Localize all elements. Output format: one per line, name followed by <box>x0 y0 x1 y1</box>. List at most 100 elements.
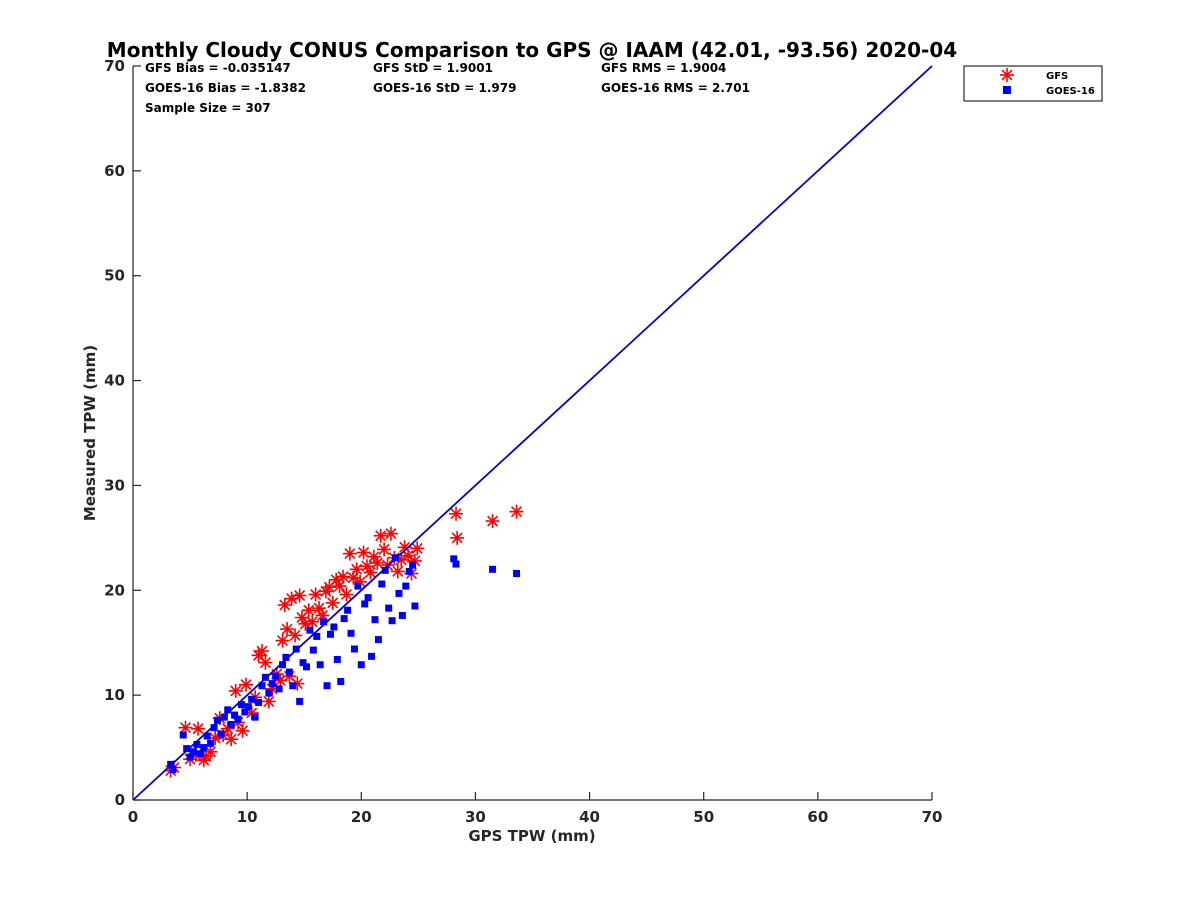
goes16-point <box>272 672 280 680</box>
goes16-point <box>320 618 328 626</box>
goes16-point <box>303 663 310 671</box>
gfs-point <box>450 530 465 545</box>
gfs-point <box>485 514 500 529</box>
goes16-point <box>169 766 177 774</box>
goes16-point <box>234 715 242 723</box>
legend-gfs-marker <box>1000 68 1014 82</box>
x-tick-label: 70 <box>922 808 943 826</box>
goes16-point <box>299 659 307 667</box>
goes16-point <box>361 600 369 608</box>
goes16-point <box>183 745 191 753</box>
goes16-point <box>309 646 317 654</box>
goes16-point <box>381 566 389 574</box>
x-tick-label: 0 <box>128 808 138 826</box>
gfs-point <box>301 603 316 618</box>
gfs-point <box>239 677 253 692</box>
x-tick-label: 30 <box>465 808 486 826</box>
gfs-point <box>288 628 303 643</box>
goes16-point <box>265 689 273 697</box>
goes16-point <box>279 661 287 669</box>
goes-std-stat: GOES-16 StD = 1.979 <box>373 81 516 95</box>
goes16-point <box>179 731 187 739</box>
goes16-point <box>411 602 419 610</box>
gfs-point <box>292 588 307 603</box>
gfs-point <box>383 526 398 541</box>
goes16-point <box>371 616 379 624</box>
goes16-point <box>313 632 321 640</box>
x-axis-label: GPS TPW (mm) <box>468 827 595 845</box>
goes16-point <box>316 661 324 669</box>
gfs-point <box>254 644 269 659</box>
goes16-point <box>326 630 334 638</box>
goes16-point <box>333 655 341 663</box>
sample-size-stat: Sample Size = 307 <box>145 101 271 115</box>
goes16-point <box>258 682 266 690</box>
plot-marks <box>132 65 933 801</box>
goes16-point <box>388 617 396 625</box>
goes16-point <box>190 748 197 756</box>
x-tick-label: 60 <box>807 808 828 826</box>
legend-goes16-marker <box>1003 86 1011 94</box>
y-tick-label: 30 <box>104 476 125 494</box>
legend-gfs-asterisk <box>1000 68 1014 82</box>
gfs-point <box>280 622 295 637</box>
goes16-point <box>513 570 521 578</box>
goes16-point <box>354 582 362 590</box>
goes16-point <box>330 623 338 631</box>
goes16-point <box>306 626 314 634</box>
goes16-point <box>340 615 348 623</box>
gfs-point <box>258 655 273 670</box>
legend: GFS GOES-16 <box>963 65 1103 102</box>
goes16-point <box>489 565 497 573</box>
goes16-point <box>231 711 239 719</box>
x-tick-label: 10 <box>237 808 258 826</box>
goes16-point <box>255 698 263 706</box>
gfs-point <box>356 545 371 560</box>
one-to-one-line <box>132 65 933 801</box>
gfs-point <box>349 562 364 577</box>
goes16-point <box>398 611 406 619</box>
goes16-point <box>227 721 235 728</box>
gfs-point <box>275 633 290 648</box>
goes16-point <box>285 668 293 676</box>
goes16-point <box>323 682 331 690</box>
goes-bias-stat: GOES-16 Bias = -1.8382 <box>145 81 306 95</box>
gfs-point <box>228 683 243 698</box>
gfs-point <box>224 732 239 747</box>
goes16-point <box>224 706 232 714</box>
goes16-point <box>203 732 211 740</box>
y-axis-label: Measured TPW (mm) <box>81 345 99 521</box>
goes16-point <box>193 740 201 748</box>
gfs-point <box>339 587 354 602</box>
gfs-rms-stat: GFS RMS = 1.9004 <box>601 61 726 75</box>
goes16-point <box>217 730 225 738</box>
y-tick-label: 40 <box>104 372 125 390</box>
goes16-point <box>337 678 345 686</box>
gfs-std-stat: GFS StD = 1.9001 <box>373 61 493 75</box>
goes16-point <box>368 652 376 660</box>
goes16-point <box>237 701 245 709</box>
goes16-point <box>402 582 410 590</box>
gfs-point <box>308 587 323 602</box>
gfs-point <box>370 556 385 571</box>
goes16-point <box>248 695 256 703</box>
goes16-point <box>213 716 221 724</box>
gfs-point <box>509 504 524 519</box>
gfs-point <box>410 541 425 556</box>
legend-gfs-label: GFS <box>1046 71 1068 82</box>
gfs-point <box>178 720 193 735</box>
gfs-point <box>305 614 320 629</box>
gfs-point <box>449 506 464 521</box>
gfs-point <box>203 744 218 759</box>
legend-box <box>963 65 1103 102</box>
goes16-point <box>241 708 249 716</box>
goes16-point <box>196 750 204 758</box>
goes16-point <box>364 594 372 602</box>
goes16-point <box>450 555 458 563</box>
goes16-point <box>357 661 365 669</box>
goes16-point <box>350 645 358 653</box>
goes16-point <box>344 606 352 614</box>
goes16-point <box>268 680 276 688</box>
x-tick-label: 20 <box>351 808 372 826</box>
